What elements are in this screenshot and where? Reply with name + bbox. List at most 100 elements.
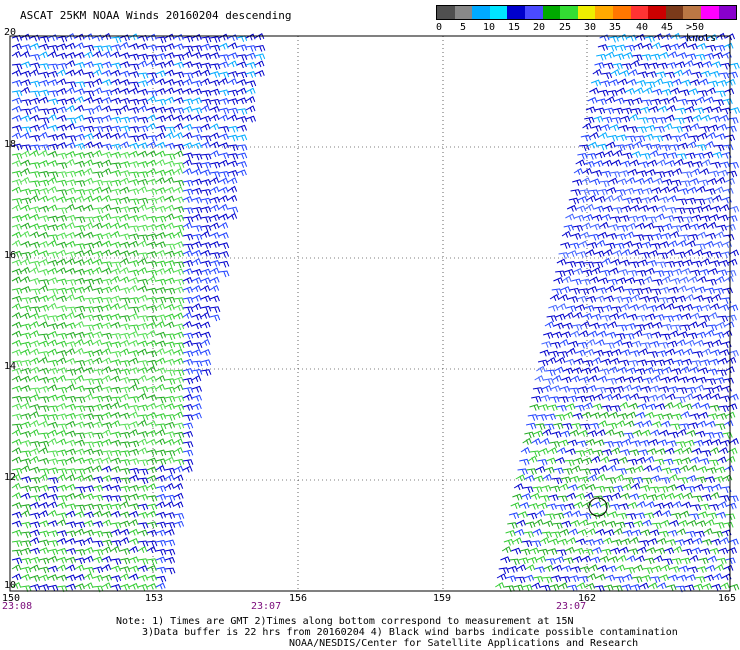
wind-barb [580, 468, 591, 476]
wind-barb [92, 258, 103, 266]
wind-barb [673, 216, 684, 223]
wind-barb [119, 250, 130, 258]
wind-barb [29, 466, 40, 474]
wind-barb [671, 413, 683, 421]
wind-barb [603, 394, 613, 401]
wind-barb [164, 467, 176, 475]
wind-barb [500, 556, 511, 564]
wind-barb [173, 61, 184, 69]
wind-barb [682, 216, 693, 224]
wind-barb [155, 347, 166, 355]
wind-barb [56, 278, 68, 286]
wind-barb [146, 510, 157, 518]
wind-barb [564, 546, 575, 554]
wind-barb [119, 276, 130, 284]
wind-barb [128, 467, 140, 475]
wind-barb [200, 230, 211, 238]
wind-barb [38, 89, 50, 97]
wind-barb [11, 132, 22, 139]
wind-barb [20, 251, 32, 259]
wind-barb [128, 215, 140, 222]
wind-barb [173, 268, 184, 276]
wind-barb [541, 531, 552, 539]
wind-barb [697, 511, 708, 519]
wind-barb [541, 341, 552, 348]
wind-barb [706, 467, 717, 474]
wind-barb [92, 240, 103, 248]
wind-barb [11, 581, 22, 589]
wind-barb [609, 357, 620, 365]
wind-barb [182, 72, 194, 80]
wind-barb [101, 114, 112, 122]
wind-barb [700, 258, 711, 266]
wind-barb [110, 241, 121, 249]
lat-label: 16 [4, 250, 17, 261]
wind-barb [47, 150, 58, 158]
wind-barb [245, 61, 257, 69]
wind-barb [110, 565, 121, 573]
wind-barb [119, 368, 131, 376]
wind-barb [625, 176, 636, 184]
wind-barb [715, 321, 726, 329]
wind-barb [572, 225, 584, 232]
wind-barb [612, 485, 624, 493]
pass-time: 23:07 [556, 601, 587, 612]
wind-barb [616, 277, 627, 285]
wind-barb [587, 141, 598, 149]
wind-barb [20, 332, 32, 340]
wind-barb [636, 500, 646, 508]
wind-barb [236, 108, 248, 115]
wind-barb [11, 90, 23, 97]
wind-barb [56, 367, 67, 374]
wind-barb [647, 537, 658, 545]
wind-barb [672, 126, 683, 133]
wind-barb [669, 566, 680, 573]
wind-barb [155, 438, 166, 446]
wind-barb [716, 557, 727, 565]
wind-barb [101, 267, 112, 275]
wind-barb [74, 305, 86, 313]
wind-barb [597, 44, 609, 51]
wind-barb [594, 107, 606, 115]
wind-barb [92, 549, 104, 556]
wind-barb [110, 431, 122, 439]
wind-barb [611, 159, 622, 167]
wind-barb [29, 277, 41, 285]
wind-barb [47, 159, 58, 167]
wind-barb [101, 332, 113, 340]
wind-barb [29, 485, 41, 493]
wind-barb [558, 483, 569, 491]
wind-barb [254, 44, 266, 52]
wind-barb [675, 61, 686, 69]
wind-barb [591, 357, 602, 364]
wind-barb [29, 206, 41, 214]
wind-barb [606, 232, 618, 240]
wind-barb [137, 438, 148, 446]
wind-barb [11, 360, 23, 368]
wind-barb [601, 548, 612, 556]
wind-barb [680, 79, 692, 87]
wind-barb [680, 557, 691, 565]
wind-barb [137, 574, 149, 582]
wind-barb [128, 493, 139, 501]
wind-barb [528, 502, 539, 510]
wind-barb [729, 249, 740, 257]
wind-barb [29, 171, 41, 178]
wind-barb [636, 170, 648, 178]
wind-speed-legend: 0 5 10 15 20 25 30 35 40 45 >50 knots [436, 5, 738, 44]
wind-barb [602, 159, 613, 167]
wind-barb [110, 465, 121, 473]
wind-barb [65, 123, 76, 131]
wind-barb [615, 376, 626, 383]
wind-barb [155, 232, 166, 239]
wind-barb [92, 68, 103, 76]
wind-barb [38, 79, 50, 87]
wind-barb [191, 168, 202, 176]
legend-label: 25 [559, 22, 572, 33]
wind-barb [83, 141, 94, 149]
wind-barb [503, 538, 514, 546]
wind-barb [20, 167, 31, 175]
wind-barb [562, 275, 572, 283]
wind-barb [110, 503, 122, 511]
wind-barb [182, 441, 194, 448]
